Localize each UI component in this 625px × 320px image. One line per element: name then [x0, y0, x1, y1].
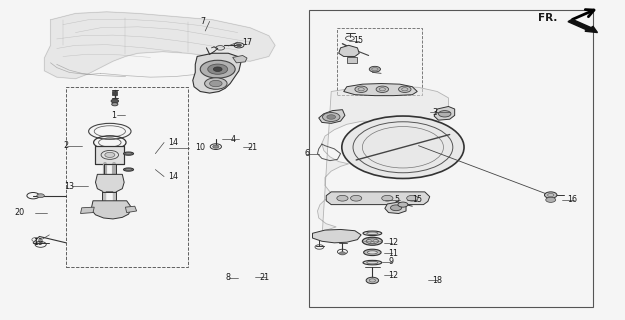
- Text: 9: 9: [389, 258, 394, 267]
- Circle shape: [327, 115, 336, 119]
- Bar: [96, 146, 124, 164]
- Text: 21: 21: [259, 273, 269, 282]
- Circle shape: [209, 80, 222, 87]
- Polygon shape: [326, 192, 430, 204]
- Polygon shape: [339, 45, 359, 56]
- Polygon shape: [385, 202, 406, 213]
- Circle shape: [398, 202, 408, 207]
- Text: 1: 1: [111, 111, 116, 120]
- Bar: [66, 87, 188, 267]
- Text: 2: 2: [63, 141, 68, 150]
- Text: 7: 7: [201, 17, 206, 26]
- Ellipse shape: [362, 237, 382, 245]
- Circle shape: [355, 86, 367, 92]
- Bar: [338, 28, 422, 95]
- Circle shape: [204, 78, 227, 89]
- Text: 17: 17: [242, 38, 252, 47]
- Text: 15: 15: [353, 36, 363, 45]
- Polygon shape: [44, 12, 275, 79]
- Circle shape: [407, 196, 418, 201]
- Text: 21: 21: [247, 143, 257, 152]
- Polygon shape: [319, 110, 345, 123]
- Text: FR.: FR.: [538, 13, 558, 23]
- Circle shape: [322, 113, 340, 122]
- Circle shape: [366, 277, 379, 284]
- Bar: [309, 10, 593, 307]
- Text: 16: 16: [567, 195, 577, 204]
- Bar: [96, 146, 124, 164]
- Text: 11: 11: [389, 249, 399, 258]
- FancyArrow shape: [568, 19, 598, 33]
- Text: 15: 15: [412, 195, 422, 204]
- Circle shape: [339, 252, 346, 255]
- Circle shape: [105, 152, 115, 157]
- Circle shape: [544, 192, 557, 198]
- Ellipse shape: [363, 231, 382, 236]
- Ellipse shape: [364, 249, 381, 256]
- Bar: [348, 57, 358, 63]
- Polygon shape: [81, 207, 94, 213]
- Text: 10: 10: [195, 143, 205, 152]
- Circle shape: [213, 145, 219, 148]
- Circle shape: [208, 64, 227, 74]
- Polygon shape: [344, 84, 418, 96]
- Text: 6: 6: [304, 149, 309, 158]
- Text: 12: 12: [389, 271, 399, 280]
- Text: 5: 5: [395, 195, 400, 204]
- Circle shape: [382, 196, 393, 201]
- Polygon shape: [91, 201, 132, 219]
- Ellipse shape: [124, 152, 134, 155]
- Text: 8: 8: [225, 273, 230, 282]
- Bar: [112, 92, 118, 95]
- Circle shape: [337, 196, 348, 201]
- Circle shape: [200, 60, 235, 78]
- Text: 14: 14: [168, 138, 178, 147]
- Text: 19: 19: [33, 238, 43, 247]
- Circle shape: [399, 86, 411, 92]
- Polygon shape: [232, 55, 247, 63]
- Circle shape: [391, 205, 402, 211]
- Circle shape: [369, 66, 381, 72]
- Circle shape: [376, 86, 389, 92]
- Circle shape: [213, 67, 222, 71]
- Text: 18: 18: [432, 276, 442, 285]
- Circle shape: [342, 116, 464, 179]
- Polygon shape: [434, 107, 454, 120]
- Circle shape: [112, 103, 118, 106]
- Text: 3: 3: [433, 108, 438, 117]
- Circle shape: [37, 194, 44, 197]
- Ellipse shape: [368, 251, 378, 254]
- Polygon shape: [126, 206, 137, 212]
- Circle shape: [439, 111, 451, 117]
- Text: 13: 13: [64, 182, 74, 191]
- Polygon shape: [312, 229, 361, 243]
- Text: 14: 14: [168, 172, 178, 181]
- Ellipse shape: [363, 260, 382, 265]
- Circle shape: [351, 196, 362, 201]
- Text: 12: 12: [389, 238, 399, 247]
- Circle shape: [236, 44, 241, 47]
- Circle shape: [111, 99, 119, 103]
- Text: 4: 4: [231, 135, 236, 144]
- Circle shape: [546, 197, 556, 202]
- Ellipse shape: [124, 168, 134, 171]
- Text: 20: 20: [14, 208, 24, 217]
- Polygon shape: [96, 174, 124, 192]
- Polygon shape: [192, 53, 241, 93]
- Polygon shape: [318, 86, 449, 240]
